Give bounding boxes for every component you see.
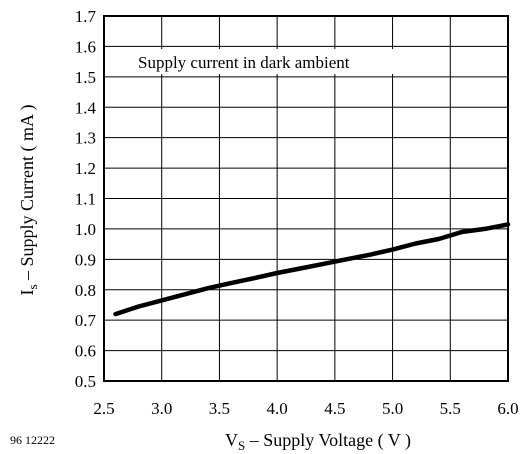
x-tick-labels: 2.5 3.0 3.5 4.0 4.5 5.0 5.5 6.0 xyxy=(93,399,518,418)
y-tick-label: 1.2 xyxy=(75,159,96,178)
x-tick-label: 4.0 xyxy=(267,399,288,418)
annotation-background xyxy=(120,49,424,74)
x-tick-label: 2.5 xyxy=(93,399,114,418)
y-tick-label: 0.8 xyxy=(75,281,96,300)
x-axis-label-text: – Supply Voltage ( V ) xyxy=(245,430,411,451)
figure-id: 96 12222 xyxy=(10,433,55,447)
y-tick-label: 0.7 xyxy=(75,311,97,330)
annotation-text: Supply current in dark ambient xyxy=(138,53,350,72)
x-tick-label: 3.5 xyxy=(209,399,230,418)
x-axis-label: VS – Supply Voltage ( V ) xyxy=(225,430,411,453)
x-axis-label-subscript: S xyxy=(238,438,245,453)
y-tick-label: 1.3 xyxy=(75,129,96,148)
y-tick-label: 1.1 xyxy=(75,190,96,209)
annotation-group: Supply current in dark ambient xyxy=(120,49,424,74)
y-axis-label-subscript: s xyxy=(25,284,40,289)
x-tick-label: 5.0 xyxy=(382,399,403,418)
x-tick-label: 4.5 xyxy=(324,399,345,418)
x-tick-label: 6.0 xyxy=(497,399,518,418)
y-tick-labels: 0.5 0.6 0.7 0.8 0.9 1.0 1.1 1.2 1.3 1.4 1.5 1.6 1.7 xyxy=(75,7,97,391)
y-axis-label: Is – Supply Current ( mA ) xyxy=(17,104,40,295)
series-line xyxy=(113,222,511,317)
y-tick-label: 0.5 xyxy=(75,372,96,391)
y-tick-label: 1.4 xyxy=(75,98,97,117)
y-tick-label: 0.6 xyxy=(75,342,96,361)
y-tick-label: 1.5 xyxy=(75,68,96,87)
plot-frame xyxy=(103,15,509,382)
y-tick-label: 1.6 xyxy=(75,37,96,56)
x-axis-label-symbol: V xyxy=(225,430,238,450)
y-tick-label: 0.9 xyxy=(75,250,96,269)
series-layer xyxy=(113,222,511,317)
y-tick-label: 1.0 xyxy=(75,220,96,239)
x-tick-label: 5.5 xyxy=(440,399,461,418)
y-axis-label-text: – Supply Current ( mA ) xyxy=(17,104,38,284)
y-tick-label: 1.7 xyxy=(75,7,97,26)
grid xyxy=(103,15,509,382)
y-axis-label-symbol: I xyxy=(17,290,37,296)
x-tick-label: 3.0 xyxy=(151,399,172,418)
